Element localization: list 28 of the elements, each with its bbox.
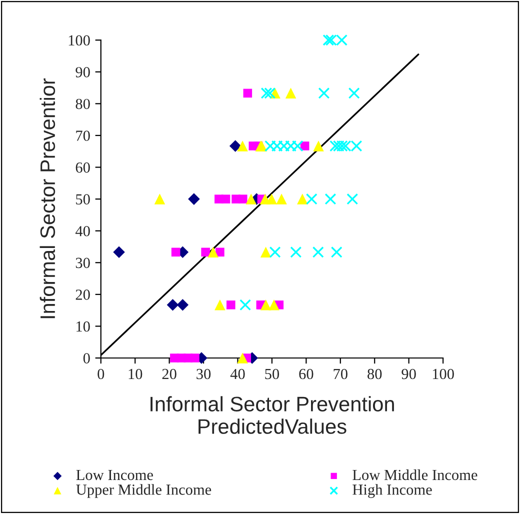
y-tick-label: 70 [76, 130, 90, 141]
x-tick-label: 50 [265, 368, 280, 380]
x-tick-label: 10 [128, 368, 142, 380]
y-tick-label: 50 [76, 194, 90, 204]
x-tick-label: 60 [299, 368, 314, 380]
y-tick-label: 10 [76, 321, 90, 332]
y-axis-title: Informal Sector Preventior [40, 78, 56, 318]
legend-label: High Income [352, 484, 432, 498]
legend-label: Low Income [76, 470, 153, 480]
y-tick-label: 0 [83, 353, 90, 364]
y-tick-label: 90 [76, 67, 90, 78]
x-tick-label: 40 [230, 368, 245, 380]
y-tick-label: 40 [75, 226, 90, 236]
x-tick-label: 80 [368, 368, 382, 380]
y-tick-label: 100 [68, 35, 90, 46]
x-tick-label: 20 [162, 368, 176, 380]
x-tick-label: 30 [196, 368, 211, 380]
y-tick-label: 60 [76, 162, 90, 173]
x-tick-label: 70 [334, 368, 348, 380]
y-tick-label: 30 [76, 258, 90, 268]
x-tick-label: 100 [432, 368, 454, 380]
x-axis-title: Informal Sector Prevention PredictedValues [150, 396, 394, 434]
x-tick-label: 90 [402, 368, 416, 380]
y-tick-label: 80 [76, 98, 90, 110]
y-tick-label: 20 [76, 290, 90, 300]
legend-label: Low Middle Income [352, 469, 478, 480]
x-tick-label: 0 [98, 368, 104, 380]
legend-label: Upper Middle Income [76, 484, 212, 498]
